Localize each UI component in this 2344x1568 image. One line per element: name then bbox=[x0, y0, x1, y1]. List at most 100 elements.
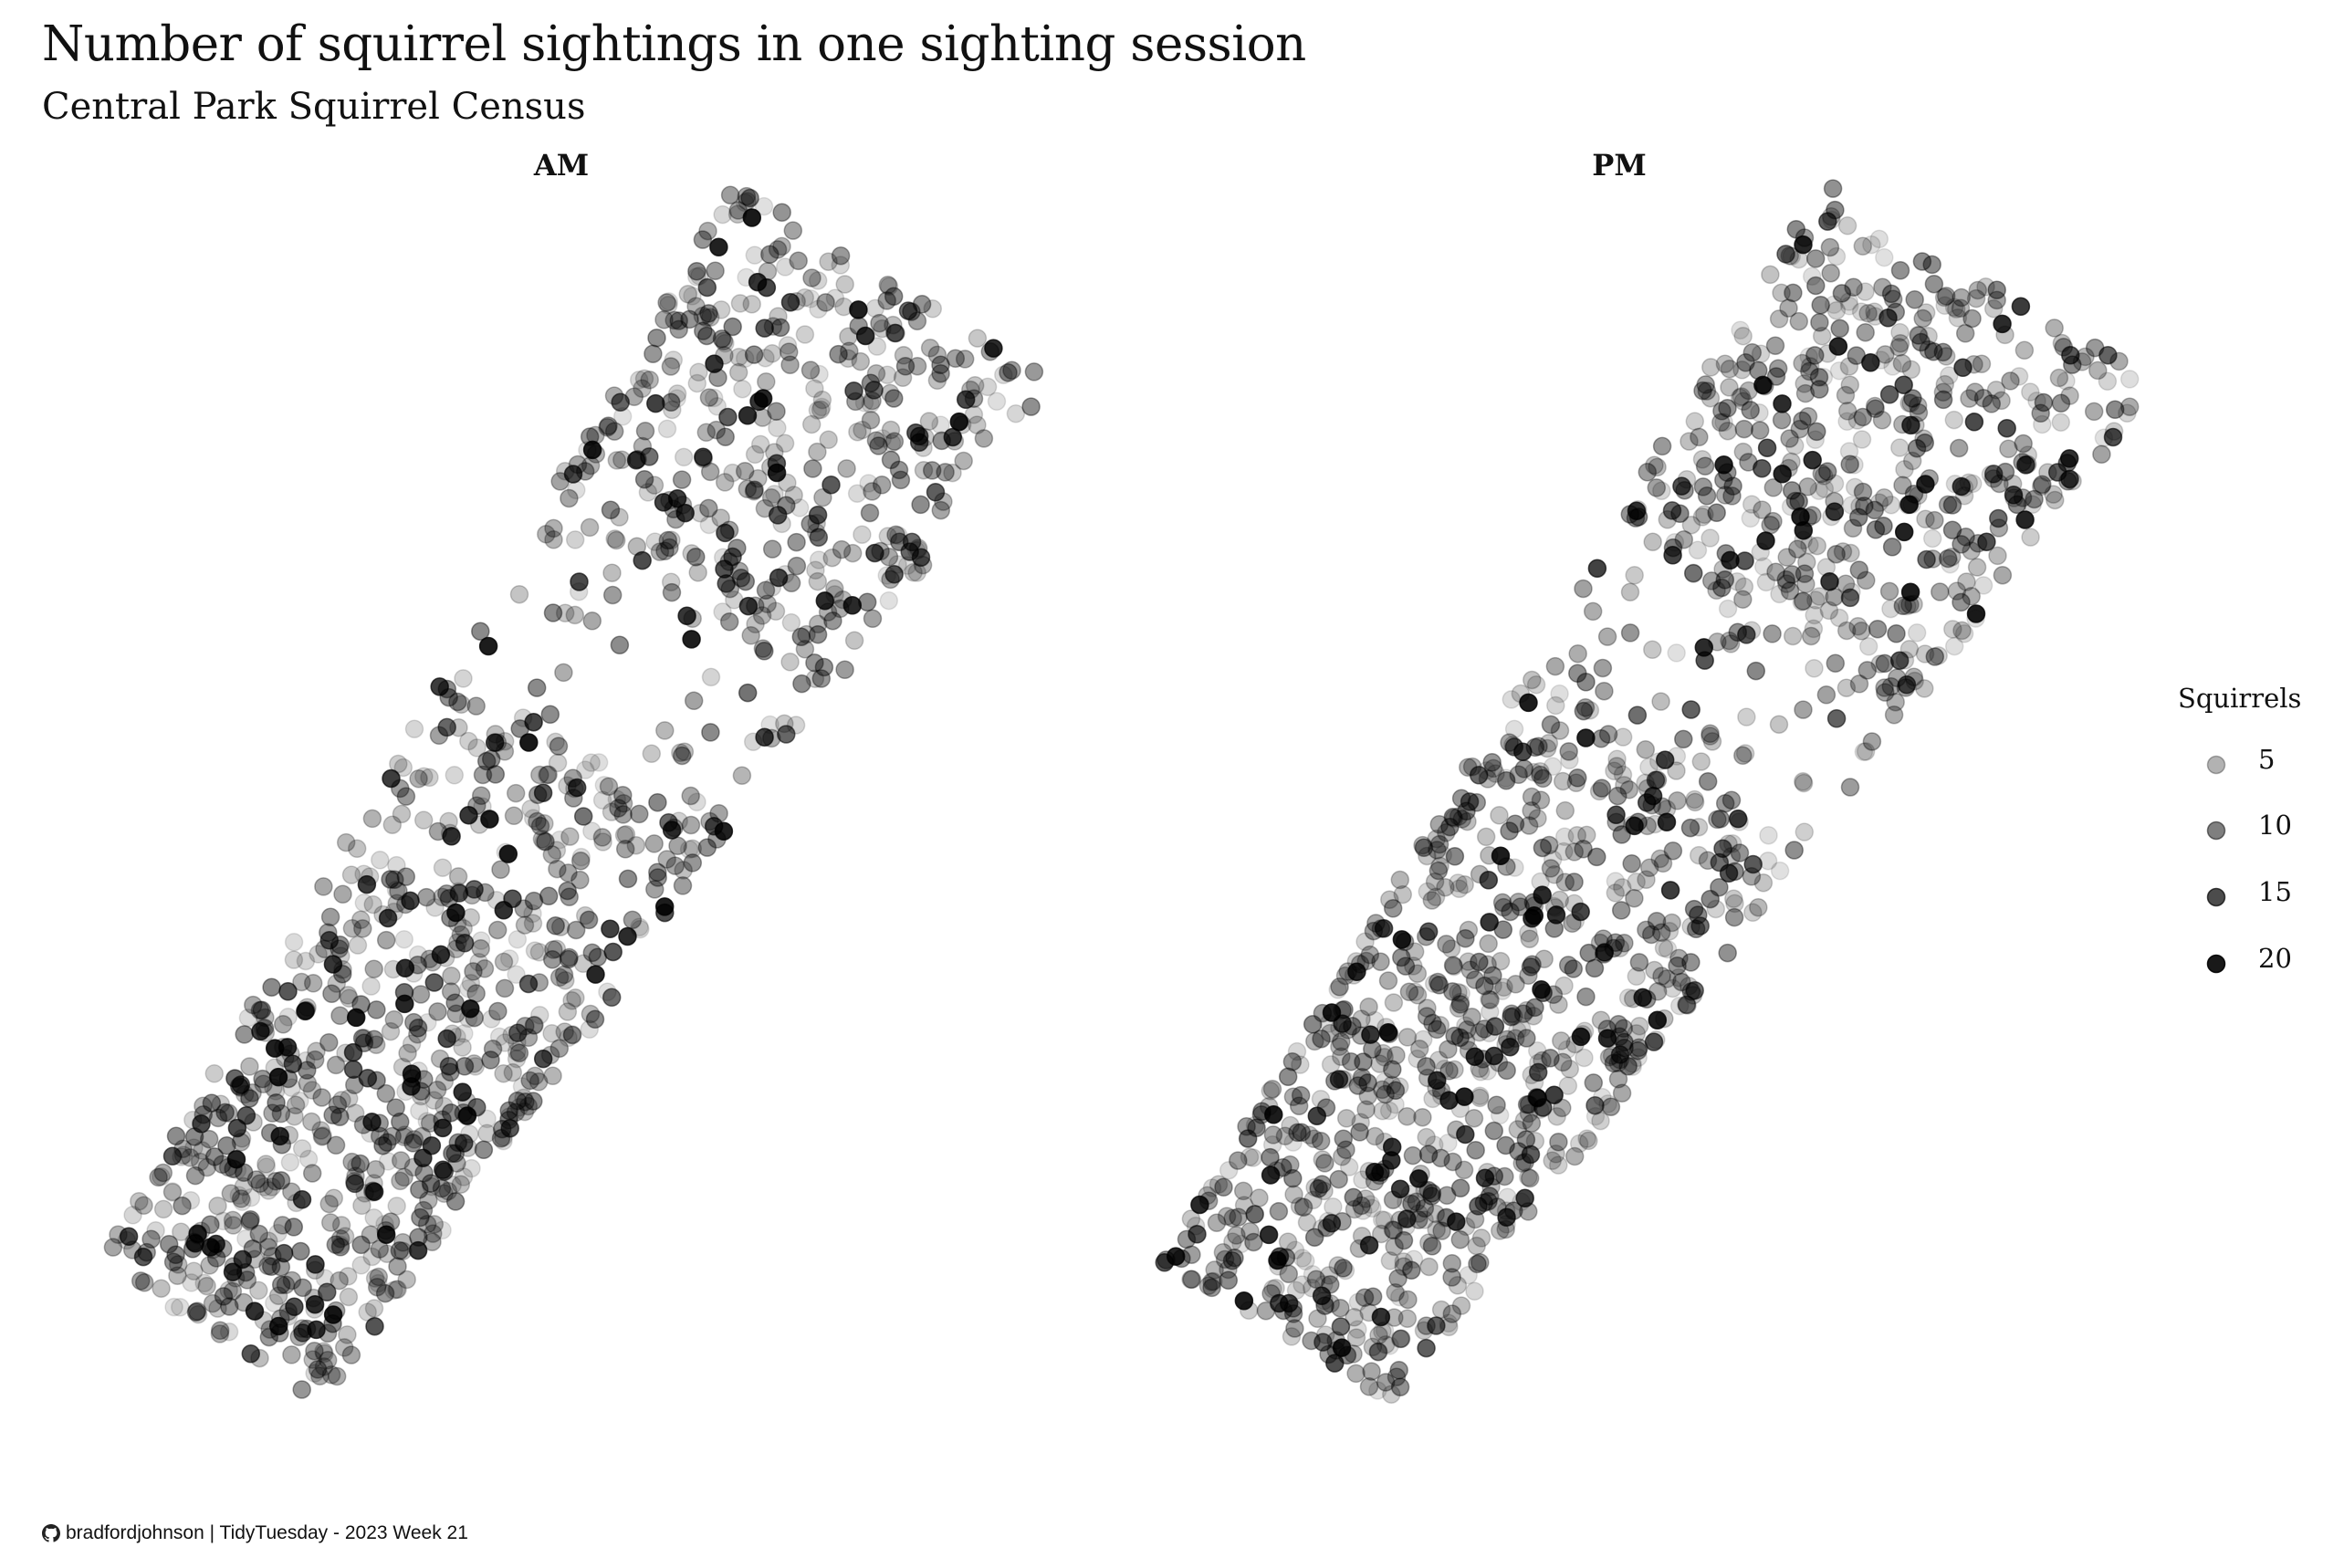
sighting-point bbox=[1451, 789, 1471, 808]
sighting-point bbox=[1701, 571, 1721, 591]
sighting-point bbox=[453, 1082, 472, 1102]
sighting-point bbox=[451, 925, 471, 945]
sighting-point bbox=[1202, 1272, 1221, 1291]
sighting-point bbox=[240, 1211, 259, 1231]
sighting-point bbox=[1514, 759, 1534, 779]
sighting-point bbox=[1397, 1028, 1418, 1047]
sighting-point bbox=[1278, 1067, 1298, 1087]
sighting-point bbox=[1822, 507, 1841, 527]
sighting-point bbox=[1803, 506, 1822, 525]
sighting-point bbox=[768, 240, 788, 259]
sighting-point bbox=[1914, 429, 1933, 448]
sighting-point bbox=[282, 1345, 301, 1364]
sighting-point bbox=[1741, 401, 1760, 420]
sighting-point bbox=[447, 1154, 466, 1173]
sighting-point bbox=[766, 601, 786, 622]
sighting-point bbox=[241, 1187, 261, 1207]
sighting-point bbox=[345, 1174, 365, 1194]
sighting-point bbox=[1692, 450, 1712, 469]
sighting-point bbox=[729, 348, 748, 367]
sighting-point bbox=[837, 459, 856, 478]
sighting-point bbox=[609, 799, 628, 818]
sighting-point bbox=[250, 1174, 269, 1194]
sighting-point bbox=[1718, 421, 1738, 441]
sighting-point bbox=[184, 1127, 204, 1146]
sighting-point bbox=[884, 287, 904, 306]
sighting-point bbox=[441, 982, 461, 1001]
sighting-point bbox=[693, 306, 713, 326]
sighting-point bbox=[408, 955, 427, 975]
sighting-point bbox=[1333, 1212, 1352, 1231]
sighting-point bbox=[1935, 296, 1954, 316]
legend-label-20: 20 bbox=[2258, 943, 2292, 974]
sighting-point bbox=[184, 1261, 204, 1281]
sighting-point bbox=[748, 469, 768, 488]
sighting-point bbox=[395, 958, 415, 978]
sighting-point bbox=[987, 392, 1007, 412]
sighting-point bbox=[318, 1282, 337, 1301]
sighting-point bbox=[2088, 361, 2108, 381]
sighting-point bbox=[1460, 960, 1481, 979]
sighting-point bbox=[543, 603, 563, 622]
sighting-point bbox=[258, 1181, 278, 1200]
sighting-point bbox=[1456, 928, 1475, 948]
sighting-point bbox=[787, 532, 806, 552]
facet-label-am: AM bbox=[533, 148, 590, 183]
sighting-point bbox=[466, 1057, 486, 1076]
sighting-point bbox=[943, 427, 963, 447]
sighting-point bbox=[443, 1024, 462, 1043]
sighting-point bbox=[699, 388, 719, 407]
sighting-point bbox=[781, 612, 801, 632]
sighting-point bbox=[650, 542, 670, 561]
sighting-point bbox=[278, 1008, 298, 1027]
sighting-point bbox=[1553, 1052, 1573, 1072]
sighting-point bbox=[735, 461, 755, 481]
sighting-point bbox=[530, 765, 549, 785]
sighting-point bbox=[204, 1239, 223, 1260]
sighting-point bbox=[192, 1114, 211, 1134]
sighting-point bbox=[1668, 956, 1687, 976]
sighting-point bbox=[1303, 1264, 1323, 1284]
sighting-point bbox=[952, 415, 972, 434]
sighting-point bbox=[258, 1256, 277, 1276]
sighting-point bbox=[1313, 1333, 1333, 1352]
sighting-point bbox=[1447, 1212, 1466, 1231]
sighting-point bbox=[738, 406, 758, 425]
sighting-point bbox=[1576, 987, 1596, 1007]
sighting-point bbox=[1801, 626, 1821, 646]
sighting-point bbox=[1783, 626, 1803, 646]
sighting-point bbox=[1259, 1225, 1279, 1245]
sighting-point bbox=[1613, 727, 1633, 747]
sighting-point bbox=[864, 381, 884, 400]
sighting-point bbox=[842, 596, 863, 615]
sighting-point bbox=[719, 612, 739, 632]
sighting-point bbox=[184, 1138, 204, 1157]
sighting-point bbox=[443, 1144, 462, 1163]
sighting-point bbox=[465, 1008, 484, 1028]
sighting-point bbox=[303, 974, 323, 993]
sighting-point bbox=[420, 768, 439, 788]
sighting-point bbox=[268, 1286, 288, 1305]
sighting-point bbox=[879, 591, 899, 611]
sighting-point bbox=[367, 1277, 387, 1297]
sighting-point bbox=[270, 1323, 289, 1343]
sighting-point bbox=[1753, 458, 1772, 478]
sighting-point bbox=[607, 789, 627, 810]
sighting-point bbox=[1897, 674, 1917, 695]
sighting-point bbox=[370, 1239, 390, 1259]
sighting-point bbox=[1905, 671, 1924, 691]
sighting-point bbox=[1794, 700, 1813, 719]
sighting-point bbox=[1292, 1123, 1312, 1142]
sighting-point bbox=[1261, 1082, 1281, 1101]
sighting-point bbox=[573, 954, 593, 974]
sighting-point bbox=[1543, 757, 1563, 777]
sighting-point bbox=[495, 978, 515, 998]
sighting-point bbox=[208, 1299, 227, 1318]
sighting-point bbox=[844, 631, 864, 651]
sighting-point bbox=[673, 876, 693, 895]
sighting-point bbox=[801, 289, 821, 308]
sighting-point bbox=[323, 1305, 343, 1324]
sighting-point bbox=[223, 1210, 243, 1230]
sighting-point bbox=[457, 1106, 477, 1125]
sighting-point bbox=[387, 894, 407, 913]
